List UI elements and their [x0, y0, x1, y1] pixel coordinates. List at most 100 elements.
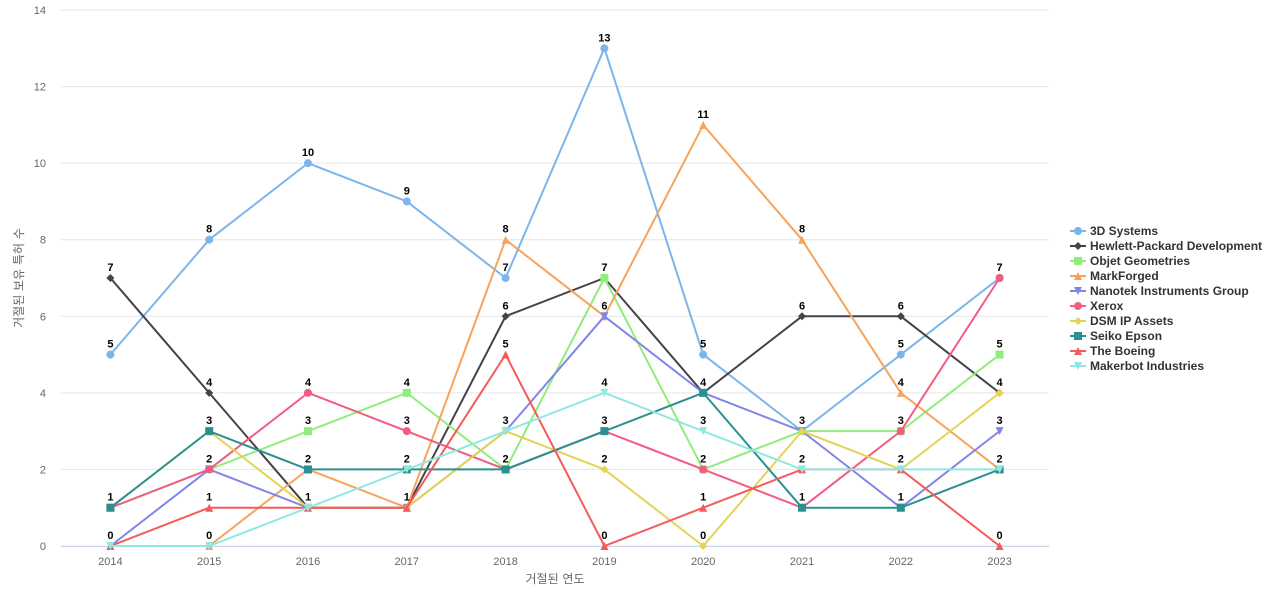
y-tick-label: 8	[40, 235, 46, 247]
data-point[interactable]	[699, 465, 708, 474]
x-tick-label: 2019	[592, 556, 616, 568]
data-point[interactable]	[106, 274, 115, 282]
legend-marker[interactable]	[1074, 302, 1082, 310]
data-point[interactable]	[995, 350, 1004, 359]
data-label: 7	[997, 262, 1003, 274]
legend-marker[interactable]	[1074, 287, 1082, 295]
data-point[interactable]	[600, 542, 609, 550]
data-point[interactable]	[402, 465, 411, 474]
data-point[interactable]	[896, 388, 905, 397]
legend-marker[interactable]	[1074, 242, 1082, 250]
data-label: 0	[997, 530, 1003, 542]
legend-item-objet-geometries[interactable]: Objet Geometries	[1070, 254, 1190, 268]
data-point[interactable]	[699, 388, 708, 397]
legend-item-makerbot-industries[interactable]: Makerbot Industries	[1070, 359, 1204, 373]
data-point[interactable]	[995, 388, 1004, 397]
data-point[interactable]	[402, 197, 411, 206]
data-point[interactable]	[501, 274, 510, 282]
y-tick-label: 6	[40, 311, 46, 323]
data-label: 3	[305, 415, 311, 427]
data-point[interactable]	[106, 350, 115, 359]
y-tick-label: 10	[34, 158, 46, 170]
series-line[interactable]	[109, 47, 1001, 433]
data-label: 8	[503, 224, 509, 236]
series-line[interactable]	[110, 353, 1001, 547]
legend-marker[interactable]	[1074, 332, 1082, 340]
data-point[interactable]	[205, 465, 214, 474]
data-point[interactable]	[501, 350, 510, 359]
data-point[interactable]	[699, 350, 708, 359]
data-point[interactable]	[600, 274, 609, 282]
data-point[interactable]	[896, 350, 905, 359]
data-point[interactable]	[501, 427, 510, 436]
data-point[interactable]	[699, 427, 708, 436]
legend-item-seiko-epson[interactable]: Seiko Epson	[1070, 329, 1162, 343]
data-point[interactable]	[304, 465, 312, 474]
data-point[interactable]	[896, 465, 905, 474]
legend-item-markforged[interactable]: MarkForged	[1070, 269, 1159, 283]
legend-marker[interactable]	[1074, 317, 1082, 325]
series-the-boeing[interactable]	[106, 350, 1004, 550]
data-point[interactable]	[798, 235, 806, 244]
data-point[interactable]	[205, 235, 214, 244]
data-point[interactable]	[995, 274, 1004, 282]
data-point[interactable]	[600, 427, 609, 436]
data-point[interactable]	[501, 235, 510, 244]
legend-item-the-boeing[interactable]: The Boeing	[1070, 344, 1155, 358]
legend-marker[interactable]	[1074, 272, 1082, 280]
data-point[interactable]	[798, 312, 806, 321]
series-line[interactable]	[110, 391, 1000, 547]
legend-item-hewlett-packard-development[interactable]: Hewlett-Packard Development	[1070, 239, 1262, 253]
data-point[interactable]	[699, 542, 708, 550]
data-point[interactable]	[205, 388, 214, 397]
legend-item-nanotek-instruments-group[interactable]: Nanotek Instruments Group	[1070, 284, 1249, 298]
legend-item-dsm-ip-assets[interactable]: DSM IP Assets	[1070, 314, 1174, 328]
data-point[interactable]	[896, 427, 905, 436]
data-point[interactable]	[304, 427, 312, 436]
data-point[interactable]	[600, 44, 609, 53]
series-makerbot-industries[interactable]	[106, 388, 1004, 550]
data-label: 4	[700, 377, 707, 389]
data-point[interactable]	[106, 503, 115, 512]
data-point[interactable]	[798, 503, 806, 512]
legend-item-xerox[interactable]: Xerox	[1070, 299, 1124, 313]
data-point[interactable]	[205, 427, 214, 436]
data-point[interactable]	[995, 427, 1004, 436]
data-point[interactable]	[600, 312, 609, 321]
data-label: 3	[503, 415, 509, 427]
data-point[interactable]	[304, 388, 312, 397]
data-point[interactable]	[501, 312, 510, 321]
data-point[interactable]	[896, 312, 905, 321]
data-point[interactable]	[402, 503, 411, 512]
data-label: 8	[799, 224, 805, 236]
data-point[interactable]	[106, 542, 115, 550]
data-label: 2	[305, 453, 311, 465]
data-point[interactable]	[501, 465, 510, 474]
legend-label: Nanotek Instruments Group	[1090, 284, 1249, 298]
data-label: 6	[601, 300, 607, 312]
data-point[interactable]	[699, 120, 708, 129]
data-point[interactable]	[896, 503, 905, 512]
legend-marker[interactable]	[1074, 347, 1082, 355]
data-point[interactable]	[699, 503, 708, 512]
data-point[interactable]	[995, 542, 1004, 550]
data-point[interactable]	[304, 159, 312, 168]
data-label: 3	[601, 415, 607, 427]
data-point[interactable]	[798, 465, 806, 474]
series-markforged[interactable]	[106, 120, 1004, 550]
data-point[interactable]	[402, 388, 411, 397]
legend-marker[interactable]	[1074, 362, 1082, 370]
data-point[interactable]	[798, 427, 806, 436]
data-label: 1	[404, 492, 410, 504]
data-point[interactable]	[304, 503, 312, 512]
data-point[interactable]	[600, 465, 609, 474]
legend-marker[interactable]	[1074, 227, 1082, 235]
data-point[interactable]	[995, 465, 1004, 474]
data-point[interactable]	[205, 542, 214, 550]
data-point[interactable]	[402, 427, 411, 436]
legend-item-3d-systems[interactable]: 3D Systems	[1070, 224, 1158, 238]
data-point[interactable]	[600, 388, 609, 397]
legend-marker[interactable]	[1074, 257, 1082, 265]
data-point[interactable]	[205, 503, 214, 512]
